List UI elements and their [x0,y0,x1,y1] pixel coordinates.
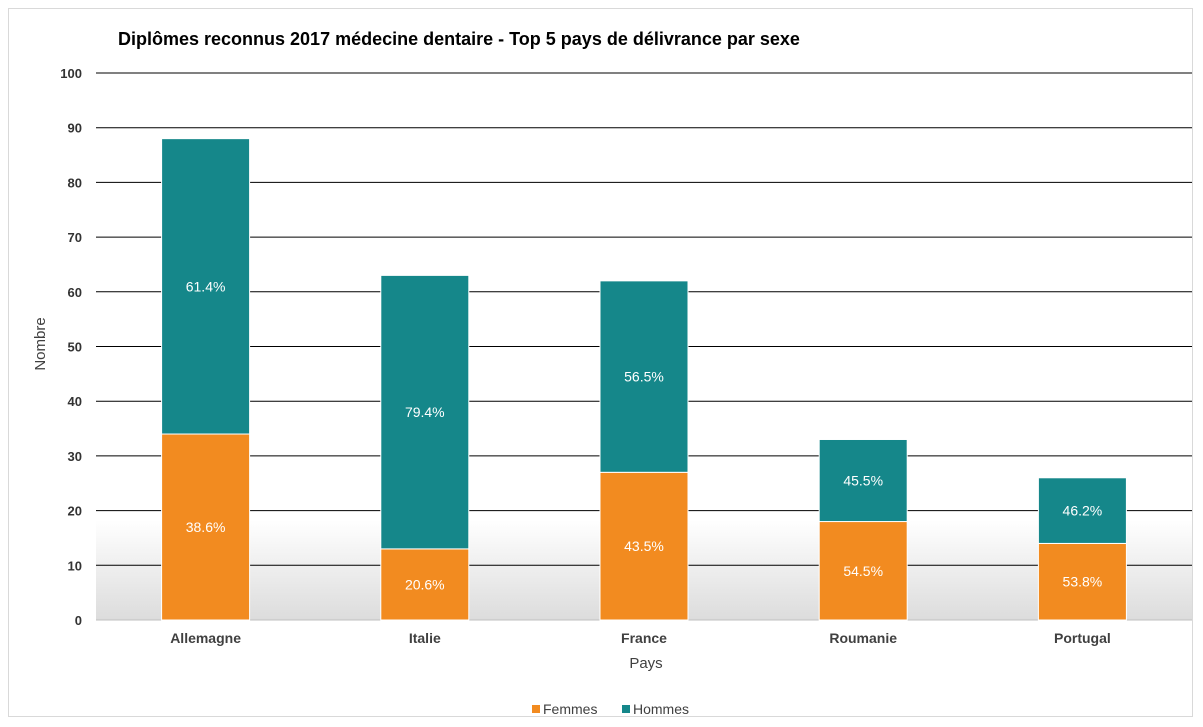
bar-hommes-portugal [1037,477,1127,544]
y-tick-label: 50 [68,340,82,355]
data-label: 43.5% [624,538,664,554]
y-tick-label: 100 [60,66,82,81]
y-tick-label: 80 [68,175,82,190]
y-tick-label: 60 [68,285,82,300]
data-label: 20.6% [405,576,445,592]
data-label: 53.8% [1063,574,1103,590]
data-label: 56.5% [624,369,664,385]
legend-label-hommes: Hommes [633,701,689,717]
bar-hommes-italie [380,274,470,550]
x-tick-label: Italie [409,630,441,646]
data-label: 61.4% [186,278,226,294]
bar-femmes-allemagne [161,433,251,621]
data-label: 79.4% [405,404,445,420]
bar-femmes-roumanie [818,521,908,621]
y-tick-label: 10 [68,558,82,573]
y-tick-label: 20 [68,504,82,519]
x-tick-label: Portugal [1054,630,1111,646]
legend-swatch-femmes [532,705,540,713]
bar-femmes-portugal [1037,542,1127,621]
bars [161,138,1127,621]
y-tick-label: 30 [68,449,82,464]
x-axis-ticks: Allemagne Italie France Roumanie Portugal [170,630,1111,646]
data-label: 46.2% [1063,503,1103,519]
data-label: 38.6% [186,519,226,535]
y-tick-label: 90 [68,121,82,136]
data-labels: 38.6% 61.4% 20.6% 79.4% 43.5% 56.5% 54.5% 45.5%… [186,278,1103,592]
bar-hommes-allemagne [161,138,251,435]
y-tick-label: 40 [68,394,82,409]
data-label: 45.5% [843,473,883,489]
y-tick-label: 70 [68,230,82,245]
x-axis-title: Pays [629,655,662,672]
bar-femmes-france [599,471,689,621]
x-tick-label: France [621,630,667,646]
y-axis-ticks: 0 10 20 30 40 50 60 70 80 90 100 [60,66,82,628]
data-label: 54.5% [843,563,883,579]
legend: Femmes Hommes [532,701,689,717]
x-tick-label: Allemagne [170,630,241,646]
bar-hommes-france [599,280,689,473]
bar-hommes-roumanie [818,438,908,523]
y-axis-title: Nombre [32,317,49,370]
x-tick-label: Roumanie [829,630,897,646]
chart-title: Diplômes reconnus 2017 médecine dentaire… [118,29,800,49]
bar-femmes-italie [380,548,470,621]
legend-swatch-hommes [622,705,630,713]
y-tick-label: 0 [75,613,82,628]
legend-label-femmes: Femmes [543,701,597,717]
